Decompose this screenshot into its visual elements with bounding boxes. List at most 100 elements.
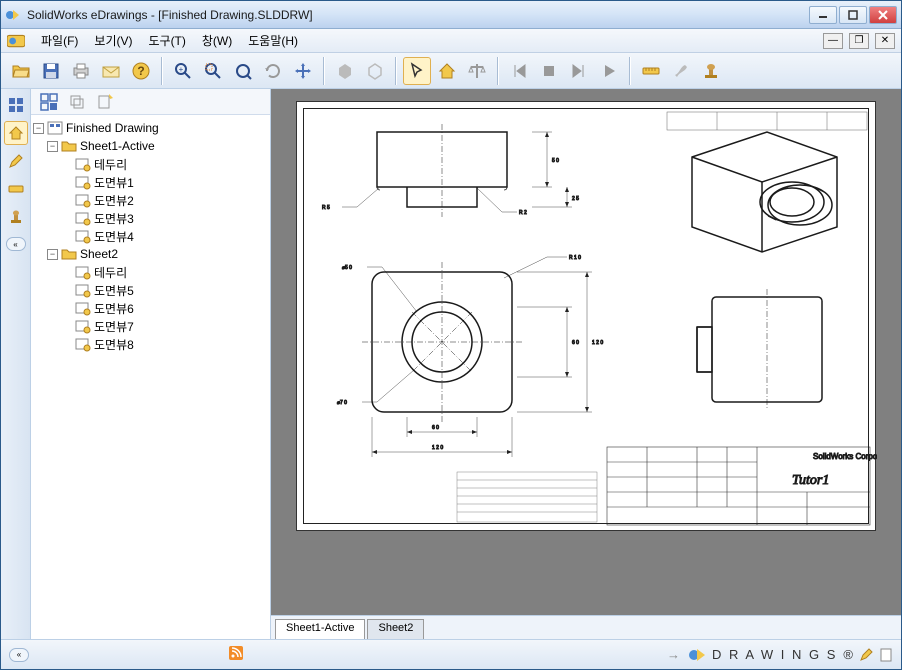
view-icon [75,336,91,352]
tree-root-label: Finished Drawing [66,121,159,135]
tree-view-label: 도면뷰1 [94,174,134,191]
strip-grid-icon[interactable] [4,93,28,117]
window-title: SolidWorks eDrawings - [Finished Drawing… [27,8,809,22]
folder-icon [61,138,77,154]
tree-new-icon[interactable] [93,90,117,114]
select-button[interactable] [403,57,431,85]
sheet-tab[interactable]: Sheet2 [367,619,424,639]
mdi-close-button[interactable]: ✕ [875,33,895,49]
play-button[interactable] [595,57,623,85]
close-button[interactable] [869,6,897,24]
statusbar-expand-button[interactable]: « [9,648,29,662]
view-icon [75,174,91,190]
drawing-viewport[interactable]: 5 0 2 5 R 5 [271,89,901,615]
strip-measure-icon[interactable] [4,177,28,201]
tree-view[interactable]: 도면뷰3 [33,209,268,227]
collapse-icon[interactable]: − [33,123,44,134]
view-icon [75,300,91,316]
brand-file-icon [879,648,893,662]
print-button[interactable] [67,57,95,85]
folder-icon [61,246,77,262]
window-controls [809,6,897,24]
left-tool-strip: « [1,89,31,639]
tree-view[interactable]: 도면뷰7 [33,317,268,335]
open-button[interactable] [7,57,35,85]
tree-root[interactable]: − Finished Drawing [33,119,268,137]
menu-file[interactable]: 파일(F) [33,30,86,51]
wireframe-button[interactable] [361,57,389,85]
sheet-tab[interactable]: Sheet1-Active [275,619,365,639]
tree-view-label: 도면뷰3 [94,210,134,227]
minimize-button[interactable] [809,6,837,24]
tree-view[interactable]: 도면뷰6 [33,299,268,317]
menubar: 파일(F) 보기(V) 도구(T) 창(W) 도움말(H) — ❐ ✕ [1,29,901,53]
markup-button[interactable] [667,57,695,85]
maximize-button[interactable] [839,6,867,24]
menu-app-icon [7,32,25,50]
tree-view-label: 도면뷰7 [94,318,134,335]
shaded-button[interactable] [331,57,359,85]
tree-sheet[interactable]: − Sheet2 [33,245,268,263]
menu-view[interactable]: 보기(V) [86,30,140,51]
tree-sheet[interactable]: − Sheet1-Active [33,137,268,155]
brand-text: D R A W I N G S [712,647,837,662]
tree-view[interactable]: 도면뷰4 [33,227,268,245]
home-button[interactable] [433,57,461,85]
zoom-area-button[interactable] [199,57,227,85]
collapse-icon[interactable]: − [47,249,58,260]
view-icon [75,318,91,334]
tree-view[interactable]: 도면뷰2 [33,191,268,209]
tree-view[interactable]: 도면뷰8 [33,335,268,353]
tree-copy-icon[interactable] [65,90,89,114]
tree-view[interactable]: 도면뷰5 [33,281,268,299]
tree-view[interactable]: 테두리 [33,263,268,281]
pan-button[interactable] [289,57,317,85]
zoom-fit-button[interactable] [229,57,257,85]
zoom-in-button[interactable]: + [169,57,197,85]
mdi-controls: — ❐ ✕ [823,33,895,49]
mdi-restore-button[interactable]: ❐ [849,33,869,49]
tree-view-label: 도면뷰4 [94,228,134,245]
mdi-minimize-button[interactable]: — [823,33,843,49]
tree-view-label: 도면뷰2 [94,192,134,209]
tree-view[interactable]: 테두리 [33,155,268,173]
stop-button[interactable] [535,57,563,85]
drawing-icon [47,120,63,136]
sheet-tabs: Sheet1-Active Sheet2 [271,615,901,639]
brand-reg: ® [843,647,853,662]
main-toolbar: ? + [1,53,901,89]
menu-window[interactable]: 창(W) [194,30,240,51]
last-button[interactable] [565,57,593,85]
strip-stamp-icon[interactable] [4,205,28,229]
mail-button[interactable] [97,57,125,85]
statusbar: « → D R A W I N G S® [1,639,901,669]
tree-layout-icon[interactable] [37,90,61,114]
feature-tree[interactable]: − Finished Drawing − Sheet1-Active 테두리 도… [31,115,270,639]
tree-view[interactable]: 도면뷰1 [33,173,268,191]
collapse-icon[interactable]: − [47,141,58,152]
stamp-button[interactable] [697,57,725,85]
measure-button[interactable] [637,57,665,85]
balance-button[interactable] [463,57,491,85]
view-icon [75,282,91,298]
tree-view-label: 테두리 [94,264,127,281]
menu-tools[interactable]: 도구(T) [140,30,193,51]
help-button[interactable]: ? [127,57,155,85]
rss-icon[interactable] [229,646,243,663]
menu-help[interactable]: 도움말(H) [240,30,306,51]
tree-view-label: 도면뷰6 [94,300,134,317]
strip-expand-button[interactable]: « [6,237,26,251]
first-button[interactable] [505,57,533,85]
rotate-button[interactable] [259,57,287,85]
tree-view-label: 도면뷰5 [94,282,134,299]
brand-icon [688,646,706,664]
tree-sheet-label: Sheet2 [80,247,118,261]
tree-view-label: 도면뷰8 [94,336,134,353]
view-icon [75,228,91,244]
strip-pencil-icon[interactable] [4,149,28,173]
drawing-sheet: 5 0 2 5 R 5 [296,101,876,531]
svg-text:+: + [179,65,184,74]
save-button[interactable] [37,57,65,85]
strip-house-icon[interactable] [4,121,28,145]
content-area: « − Finished Drawing − Sheet1-Active [1,89,901,639]
